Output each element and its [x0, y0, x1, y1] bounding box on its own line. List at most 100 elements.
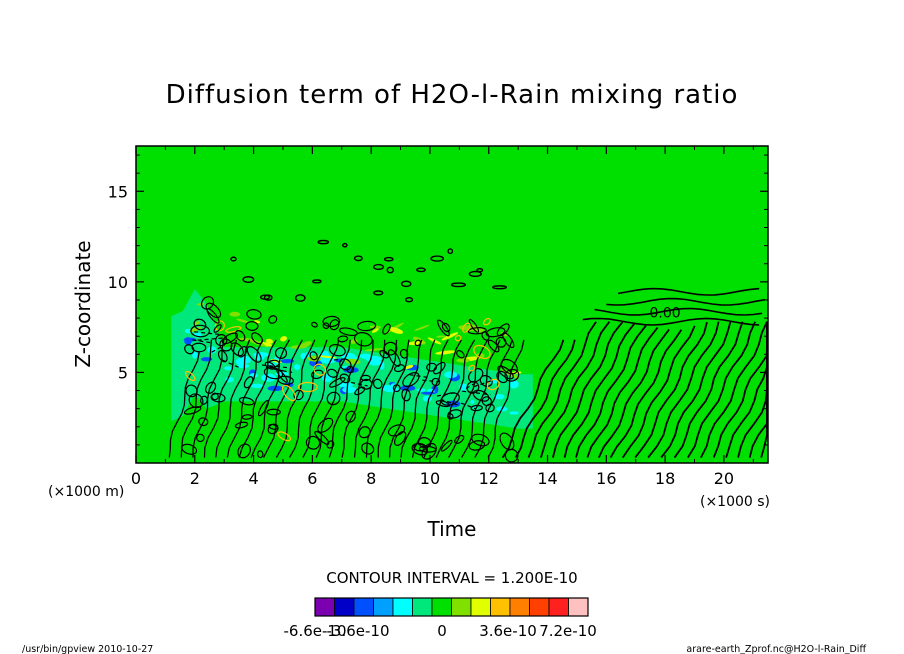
contour-loop	[500, 358, 518, 375]
contour-line	[400, 339, 436, 458]
contour-loop	[221, 332, 238, 345]
contour-loop	[481, 331, 490, 341]
cyan-patch	[421, 391, 436, 395]
positive-patch	[280, 336, 288, 342]
contour-loop-upper	[404, 297, 414, 303]
contour-loop	[471, 433, 490, 447]
contour-loop	[246, 309, 262, 320]
colorbar-swatch	[451, 597, 472, 617]
contour-loop	[274, 347, 288, 359]
contour-loop	[414, 339, 422, 347]
contour-loop-upper	[373, 290, 384, 296]
contour-line	[341, 339, 374, 458]
contour-loop-upper	[468, 270, 482, 278]
cyan-patch	[390, 383, 397, 387]
contour-loop-upper	[386, 266, 395, 274]
contour-loop	[394, 430, 407, 446]
contour-loop	[237, 443, 251, 459]
contour-line	[700, 321, 768, 459]
dashed-contour	[197, 337, 227, 341]
dashed-contour	[409, 374, 429, 379]
contour-line	[180, 339, 213, 458]
cyan-patch	[300, 354, 310, 358]
contour-loop	[383, 341, 398, 356]
contour-loop	[183, 406, 202, 415]
positive-patch	[196, 302, 205, 306]
contour-loop	[219, 338, 233, 352]
cyan-patch	[280, 358, 295, 364]
contour-loop	[317, 417, 334, 433]
positive-patch	[371, 328, 379, 333]
colorbar-tick-label: -6.6e-10	[284, 622, 347, 640]
contour-loop	[502, 332, 515, 349]
contour-loop	[245, 321, 259, 331]
contour-loop	[305, 435, 321, 450]
positive-patch	[364, 348, 383, 352]
contour-loop	[437, 319, 450, 337]
contour-line	[586, 326, 659, 458]
positive-patch	[441, 332, 459, 341]
contour-loop-upper	[317, 239, 330, 245]
contour-loop	[483, 317, 491, 326]
positive-patch	[236, 318, 250, 324]
contour-loop	[184, 344, 195, 355]
contour-loop	[468, 440, 486, 451]
x-axis-unit: (×1000 s)	[700, 494, 770, 510]
contour-loop-upper	[230, 256, 237, 262]
footer-left: /usr/bin/gpview 2010-10-27	[22, 644, 153, 654]
positive-patch	[189, 327, 202, 333]
contour-loop	[392, 384, 401, 393]
x-tick-label: 0	[131, 469, 141, 488]
contour-loop-upper	[416, 267, 426, 273]
contour-loop	[196, 433, 205, 443]
colorbar-frame	[314, 597, 589, 617]
contour-line	[435, 339, 476, 458]
contour-loop	[402, 372, 420, 388]
dashed-contour	[211, 344, 225, 353]
contour-loop	[486, 378, 500, 391]
contour-loop-upper	[372, 263, 385, 271]
contour-loop	[394, 364, 405, 373]
contour-loop	[251, 332, 264, 345]
contour-loop	[277, 375, 294, 385]
contour-loop	[504, 448, 519, 463]
colorbar-swatch	[373, 597, 394, 617]
dashed-contour	[333, 358, 347, 361]
contour-loop-upper	[312, 279, 322, 284]
y-tick-label: 15	[108, 182, 128, 201]
contour-loop	[185, 384, 198, 398]
contour-loop-upper	[450, 282, 467, 288]
chart-title: Diffusion term of H2O-l-Rain mixing rati…	[166, 80, 739, 110]
contour-loop	[339, 373, 351, 384]
contour-loop	[181, 443, 198, 455]
dashed-contour	[436, 391, 457, 397]
contour-loop	[268, 315, 278, 324]
contour-loop	[357, 320, 377, 332]
contour-loop	[418, 445, 437, 453]
contour-loop	[466, 381, 480, 394]
dashed-contour	[221, 359, 239, 368]
contour-loop	[413, 442, 427, 452]
colorbar-swatch	[548, 597, 569, 617]
contour-loop	[266, 408, 281, 416]
y-axis-unit: (×1000 m)	[48, 484, 124, 500]
contour-loop	[263, 367, 284, 380]
contour-line	[262, 339, 303, 458]
footer-right: arare-earth_Zprof.nc@H2O-l-Rain_Diff	[686, 644, 866, 654]
contour-loop	[504, 368, 520, 382]
contour-loop	[417, 437, 432, 449]
contour-loop	[326, 440, 335, 449]
contour-loop	[213, 324, 222, 333]
contour-loop	[485, 327, 506, 338]
contour-loop	[361, 442, 375, 455]
contour-loop	[473, 344, 491, 360]
contour-loop	[468, 319, 480, 333]
colorbar-tick-label: 3.6e-10	[479, 622, 537, 640]
contour-loop-upper	[353, 255, 363, 262]
contour-line	[647, 321, 720, 459]
contour-line	[540, 321, 611, 458]
contour-loop	[190, 324, 211, 338]
contour-line	[609, 329, 683, 459]
colorbar-swatch	[509, 597, 530, 617]
x-tick-label: 12	[479, 469, 499, 488]
